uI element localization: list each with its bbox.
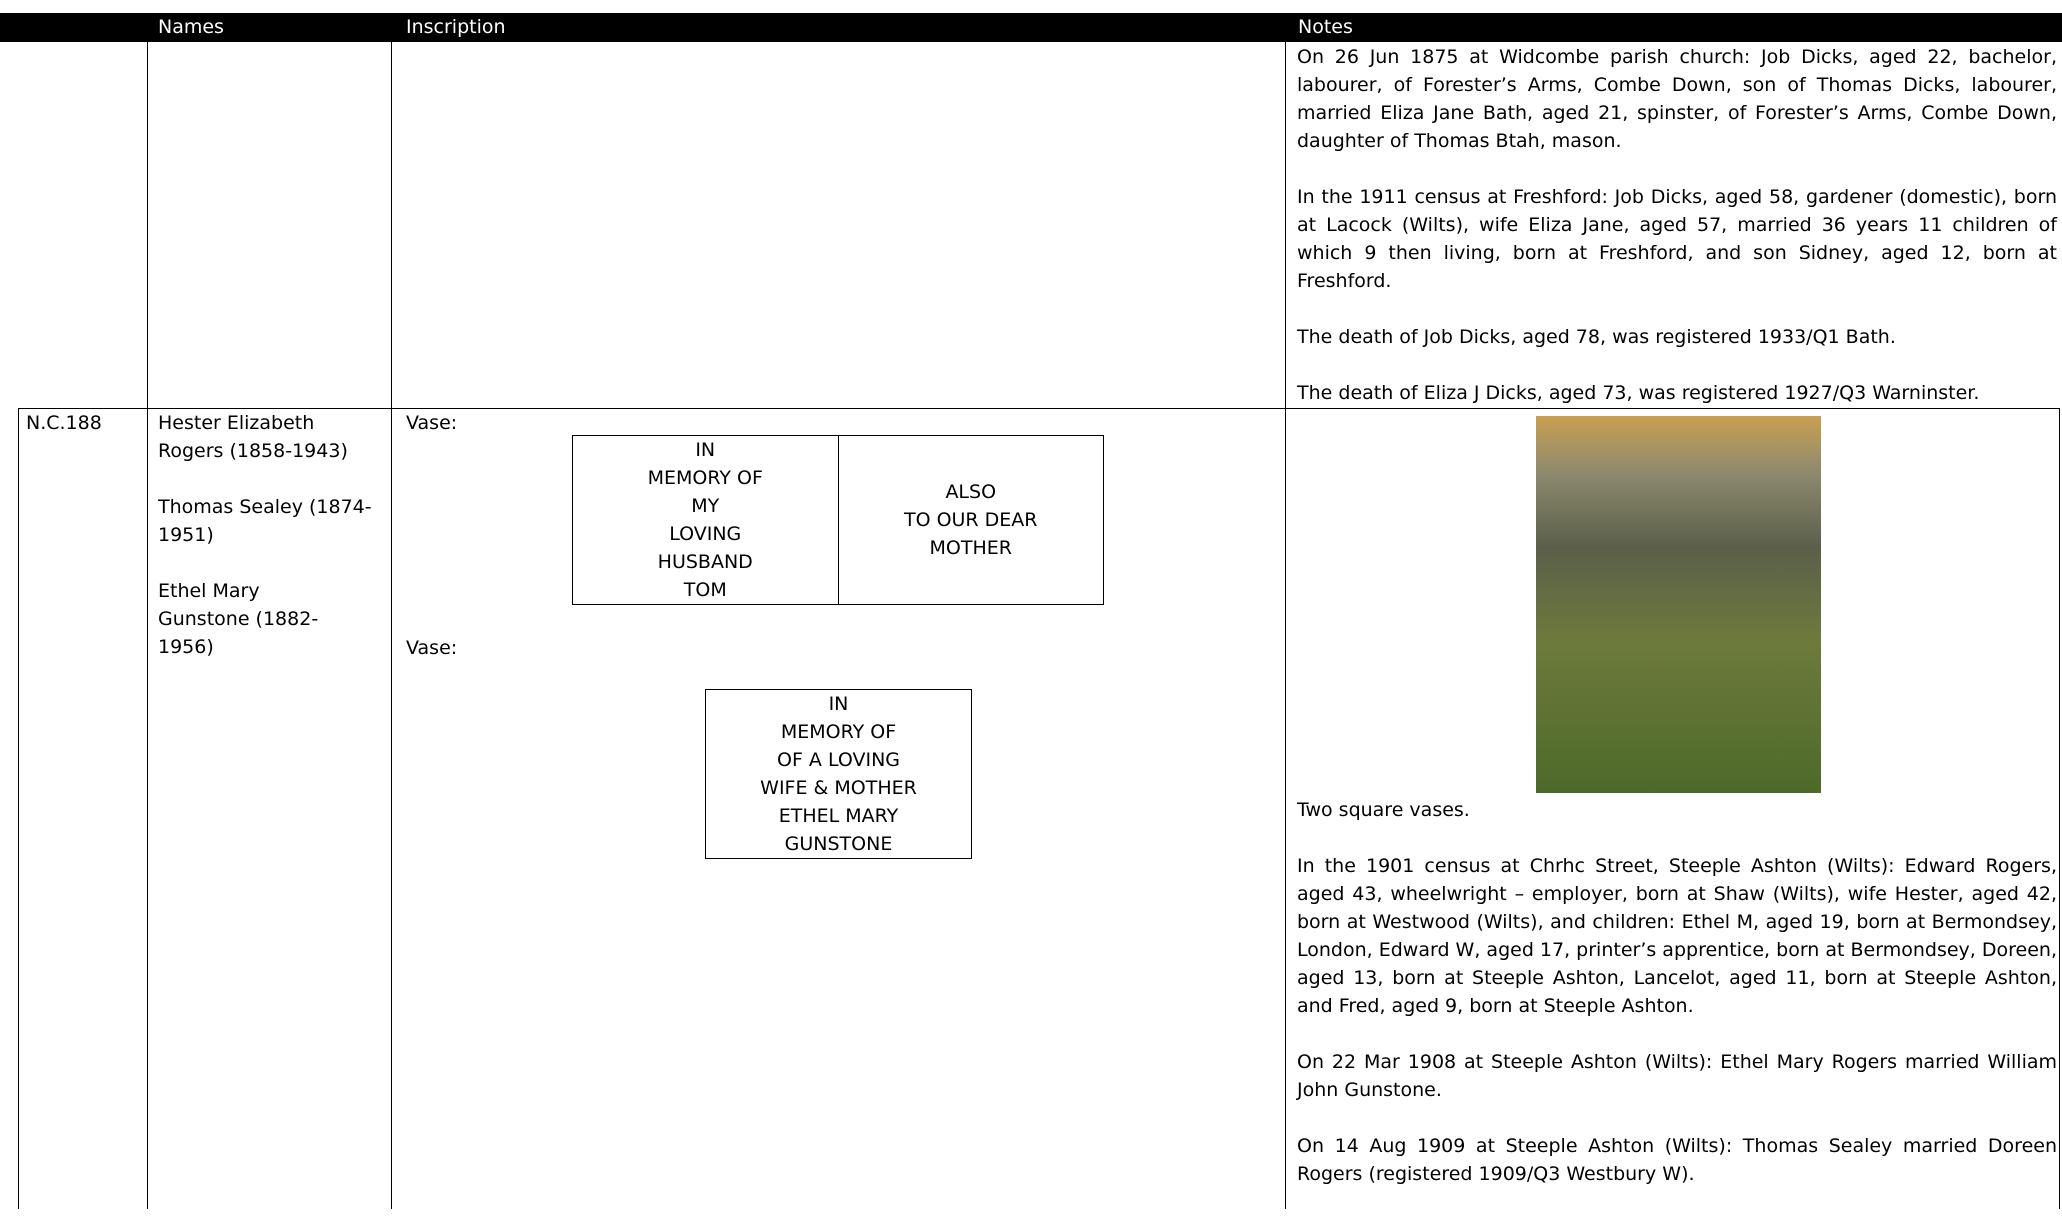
line: HUSBAND bbox=[657, 551, 753, 573]
line: ETHEL MARY bbox=[778, 805, 899, 827]
grave-id: N.C.188 bbox=[26, 412, 102, 434]
name: Hester Elizabeth Rogers (1858-1943) bbox=[158, 412, 348, 462]
line: MOTHER bbox=[929, 537, 1012, 559]
paragraph: Two square vases. bbox=[1297, 799, 1470, 821]
paragraph: The death of Job Dicks, aged 78, was reg… bbox=[1297, 326, 1896, 348]
line: IN bbox=[695, 439, 716, 461]
line: WIFE & MOTHER bbox=[760, 777, 917, 799]
line: MEMORY OF bbox=[647, 467, 763, 489]
inscription-box: IN MEMORY OF MY LOVING HUSBAND TOM ALSO … bbox=[572, 435, 1104, 605]
paragraph: The death of Eliza J Dicks, aged 73, was… bbox=[1297, 382, 1980, 404]
notes: On 26 Jun 1875 at Widcombe parish church… bbox=[1297, 43, 2057, 435]
label: Vase: bbox=[406, 637, 458, 659]
paragraph: On 14 Aug 1909 at Steeple Ashton (Wilts)… bbox=[1297, 1135, 2057, 1185]
panel: IN MEMORY OF MY LOVING HUSBAND TOM bbox=[573, 436, 838, 604]
inscription-box: IN MEMORY OF OF A LOVING WIFE & MOTHER E… bbox=[705, 689, 972, 859]
rule bbox=[2059, 408, 2060, 1209]
rule bbox=[18, 408, 19, 1209]
line: MY bbox=[691, 495, 720, 517]
panel: IN MEMORY OF OF A LOVING WIFE & MOTHER E… bbox=[706, 690, 971, 858]
line: TOM bbox=[683, 579, 727, 601]
name: Thomas Sealey (1874-1951) bbox=[158, 496, 372, 546]
paragraph: In the 1901 census at Chrhc Street, Stee… bbox=[1297, 855, 2057, 1017]
panel: ALSO TO OUR DEAR MOTHER bbox=[837, 436, 1104, 604]
rule bbox=[1285, 42, 1286, 1209]
column-header: Names bbox=[158, 16, 224, 38]
rule bbox=[391, 42, 392, 1209]
line: LOVING bbox=[669, 523, 742, 545]
header-bar bbox=[0, 13, 2062, 42]
rule bbox=[18, 408, 2060, 409]
names: Hester Elizabeth Rogers (1858-1943) Thom… bbox=[158, 409, 383, 661]
column-header: Inscription bbox=[406, 16, 506, 38]
paragraph: On 22 Mar 1908 at Steeple Ashton (Wilts)… bbox=[1297, 1051, 2057, 1101]
rule bbox=[147, 42, 148, 1209]
label: Vase: bbox=[406, 412, 458, 434]
column-header: Notes bbox=[1298, 16, 1353, 38]
line: ALSO bbox=[945, 481, 997, 503]
line: TO OUR DEAR bbox=[903, 509, 1038, 531]
line: MEMORY OF bbox=[780, 721, 897, 743]
paragraph: In the 1911 census at Freshford: Job Dic… bbox=[1297, 186, 2057, 292]
line: IN bbox=[828, 693, 849, 715]
line: OF A LOVING bbox=[776, 749, 901, 771]
paragraph: On 26 Jun 1875 at Widcombe parish church… bbox=[1297, 46, 2057, 152]
name: Ethel Mary Gunstone (1882-1956) bbox=[158, 580, 319, 658]
grave-photo bbox=[1536, 416, 1821, 793]
line: GUNSTONE bbox=[784, 833, 893, 855]
notes: Two square vases. In the 1901 census at … bbox=[1297, 796, 2057, 1216]
